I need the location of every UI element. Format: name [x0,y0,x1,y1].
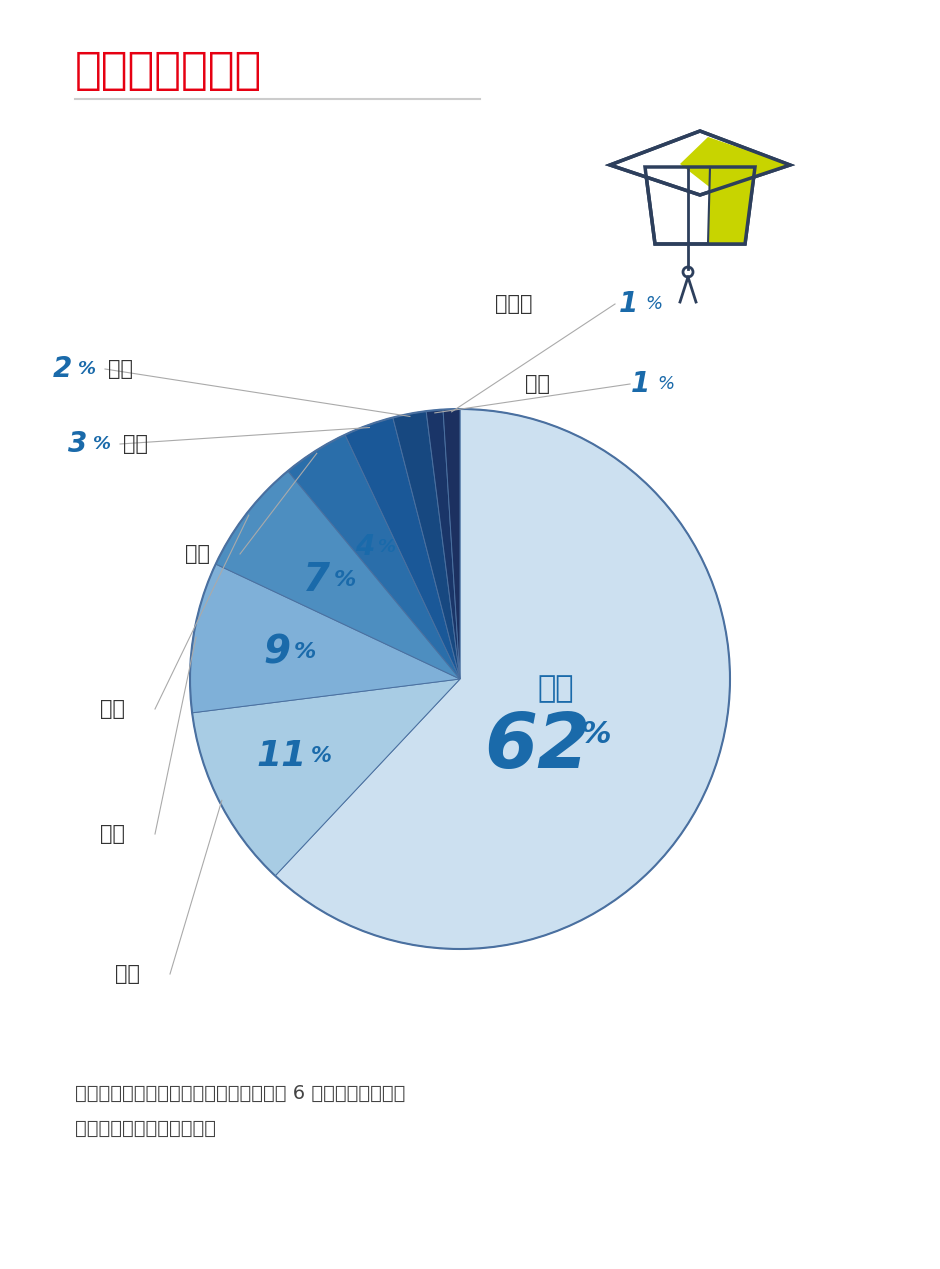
Wedge shape [215,471,460,679]
Text: %: % [334,570,356,590]
Wedge shape [345,418,460,679]
Wedge shape [275,409,730,949]
Polygon shape [708,168,755,244]
Text: 1: 1 [619,291,637,319]
Text: %: % [645,294,662,313]
Polygon shape [610,131,790,195]
Text: 四国: 四国 [123,434,148,454]
Text: %: % [294,642,316,662]
Text: 4: 4 [354,533,374,561]
Polygon shape [680,137,790,189]
Text: 2: 2 [53,355,72,383]
Text: %: % [580,721,611,749]
Wedge shape [192,679,460,876]
Text: 62: 62 [484,709,590,784]
Text: 7: 7 [303,561,330,599]
Polygon shape [645,168,755,244]
Text: 1: 1 [631,371,650,398]
Text: 北海道: 北海道 [495,294,532,313]
Text: %: % [93,435,111,453]
Text: 東海: 東海 [185,544,210,563]
Text: 関東: 関東 [115,964,140,983]
Wedge shape [190,563,460,713]
Text: %: % [310,746,331,766]
Wedge shape [443,409,460,679]
Text: 北陸: 北陸 [108,359,133,379]
Text: 9: 9 [263,633,290,671]
Text: 九州: 九州 [100,824,125,844]
Text: 中国: 中国 [100,699,125,720]
Text: 3: 3 [68,430,87,458]
Text: 海外: 海外 [525,374,550,393]
Text: 近畿: 近畿 [537,674,573,703]
Text: %: % [378,538,396,556]
Text: %: % [78,360,96,378]
Wedge shape [426,410,460,679]
Text: 出身大学エリア: 出身大学エリア [75,49,262,91]
Text: ら幅広く採用しています。: ら幅広く採用しています。 [75,1119,216,1138]
Wedge shape [288,435,460,679]
Text: %: % [657,376,674,393]
Text: 11: 11 [257,740,306,773]
Text: 関西・兵庫県本社のためか、関西出身が 6 割ですが、全国か: 関西・兵庫県本社のためか、関西出身が 6 割ですが、全国か [75,1084,405,1103]
Wedge shape [393,411,460,679]
